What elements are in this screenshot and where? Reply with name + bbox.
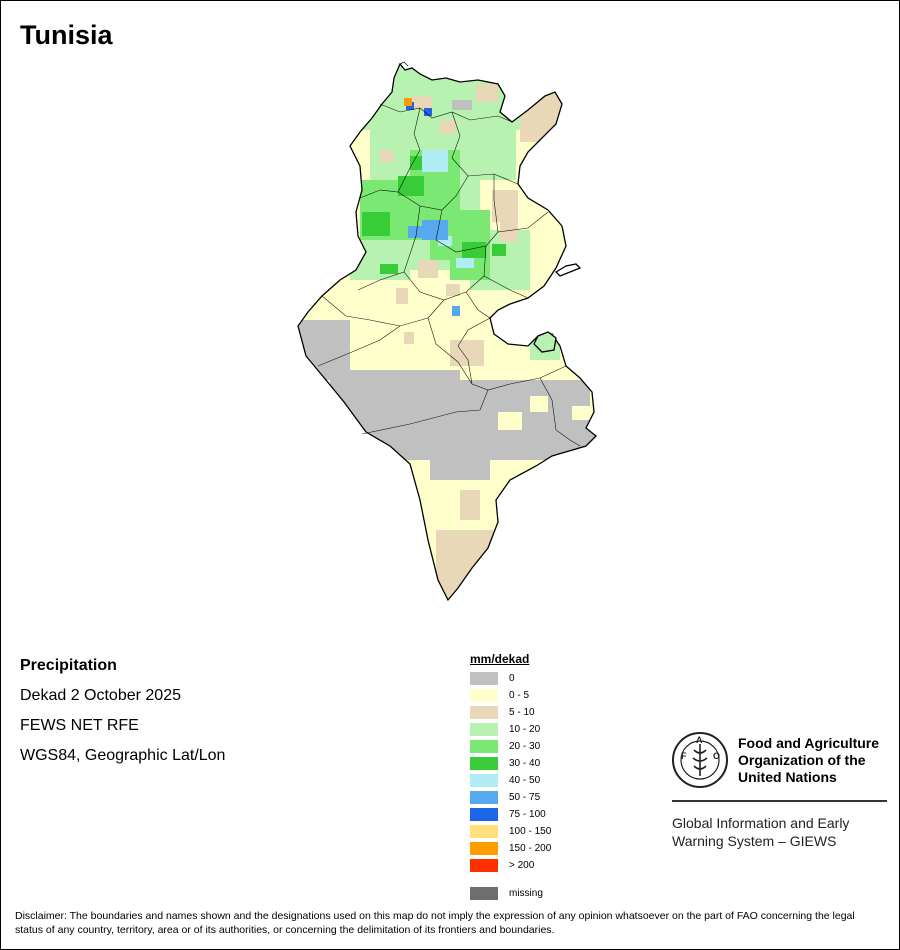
legend-swatch bbox=[470, 842, 498, 855]
period-label: Dekad 2 October 2025 bbox=[20, 687, 181, 704]
fao-name: Food and Agriculture Organization of the… bbox=[738, 735, 880, 785]
legend-swatch bbox=[470, 706, 498, 719]
legend-label: 150 - 200 bbox=[509, 843, 552, 854]
legend-label: 10 - 20 bbox=[509, 724, 541, 735]
data-source: FEWS NET RFE bbox=[20, 717, 139, 734]
legend-label: > 200 bbox=[509, 860, 535, 871]
legend-label: 30 - 40 bbox=[509, 758, 541, 769]
legend-swatch bbox=[470, 859, 498, 872]
fao-logo-letter-a: A bbox=[696, 735, 703, 745]
fao-logo-letter-o: O bbox=[713, 751, 720, 761]
legend-item: 0 bbox=[470, 670, 551, 687]
map-title: Tunisia bbox=[20, 20, 113, 50]
fao-divider bbox=[672, 800, 887, 802]
legend-label: 40 - 50 bbox=[509, 775, 541, 786]
legend-item: 150 - 200 bbox=[470, 840, 551, 857]
precipitation-map bbox=[297, 61, 597, 602]
legend-item: 10 - 20 bbox=[470, 721, 551, 738]
legend-swatch bbox=[470, 808, 498, 821]
legend-label: 75 - 100 bbox=[509, 809, 546, 820]
fao-logo-icon: F A O bbox=[672, 732, 728, 788]
legend-item: 5 - 10 bbox=[470, 704, 551, 721]
fao-logo-letter-f: F bbox=[681, 751, 687, 761]
legend-item: > 200 bbox=[470, 857, 551, 874]
legend-item: 50 - 75 bbox=[470, 789, 551, 806]
legend-label: 0 - 5 bbox=[509, 690, 530, 701]
legend: mm/dekad 0 0 - 5 5 - 10 10 - 20 20 - 30 30 - … bbox=[470, 652, 551, 902]
rainfall-raster bbox=[298, 64, 596, 600]
legend-label: 20 - 30 bbox=[509, 741, 541, 752]
legend-swatch bbox=[470, 825, 498, 838]
legend-label: 0 bbox=[509, 673, 515, 684]
legend-swatch bbox=[470, 723, 498, 736]
legend-item: 100 - 150 bbox=[470, 823, 551, 840]
legend-item: 40 - 50 bbox=[470, 772, 551, 789]
giews-label: Global Information and Early Warning Sys… bbox=[672, 815, 850, 849]
projection-label: WGS84, Geographic Lat/Lon bbox=[20, 747, 226, 764]
legend-label: 100 - 150 bbox=[509, 826, 552, 837]
legend-label: 5 - 10 bbox=[509, 707, 535, 718]
legend-item-missing: missing bbox=[470, 885, 551, 902]
map-info-block: Precipitation Dekad 2 October 2025 FEWS … bbox=[20, 656, 225, 776]
legend-swatch bbox=[470, 774, 498, 787]
legend-swatch bbox=[470, 672, 498, 685]
legend-label: 50 - 75 bbox=[509, 792, 541, 803]
legend-swatch bbox=[470, 791, 498, 804]
boundaries bbox=[297, 61, 597, 602]
legend-item: 75 - 100 bbox=[470, 806, 551, 823]
legend-item: 0 - 5 bbox=[470, 687, 551, 704]
legend-swatch bbox=[470, 689, 498, 702]
legend-label-missing: missing bbox=[509, 888, 543, 899]
legend-swatch bbox=[470, 757, 498, 770]
legend-swatch-missing bbox=[470, 887, 498, 900]
legend-title: mm/dekad bbox=[470, 652, 530, 666]
legend-item: 30 - 40 bbox=[470, 755, 551, 772]
product-name: Precipitation bbox=[20, 657, 117, 674]
legend-swatch bbox=[470, 740, 498, 753]
legend-classes: 0 0 - 5 5 - 10 10 - 20 20 - 30 30 - 40 40 - 50… bbox=[470, 670, 551, 874]
legend-item: 20 - 30 bbox=[470, 738, 551, 755]
disclaimer: Disclaimer: The boundaries and names sho… bbox=[15, 910, 855, 936]
